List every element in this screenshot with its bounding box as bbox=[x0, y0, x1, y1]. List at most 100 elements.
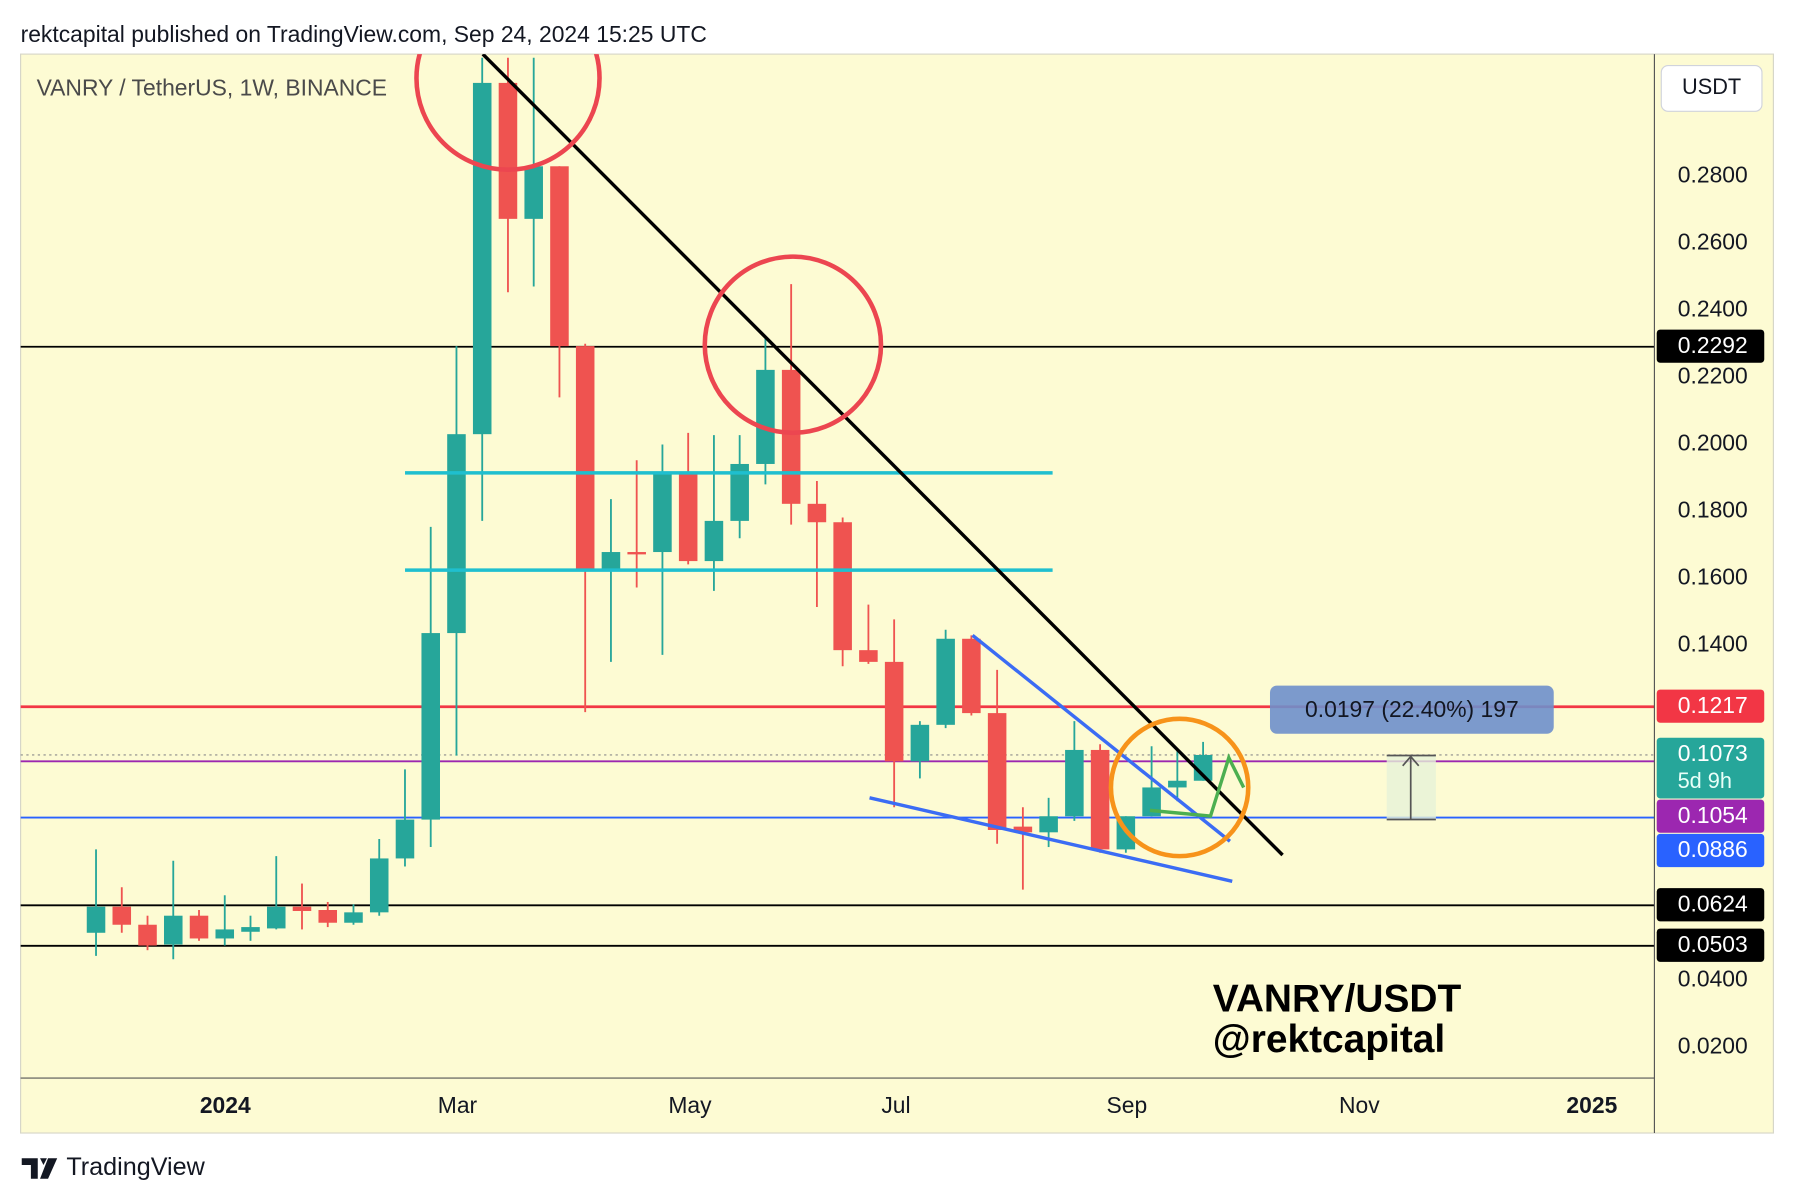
chart-background bbox=[20, 53, 1774, 1134]
projection-path bbox=[1149, 753, 1246, 818]
candle-body bbox=[704, 520, 724, 562]
currency-button[interactable] bbox=[1660, 64, 1763, 112]
candle-body bbox=[447, 434, 466, 634]
measure-box bbox=[1269, 685, 1554, 734]
measure-label: 0.0197 (22.40%) 197 bbox=[1305, 696, 1519, 722]
candle-body bbox=[292, 906, 312, 912]
price-tag bbox=[1656, 888, 1765, 922]
candle-body bbox=[472, 82, 492, 435]
header: rektcapital published on TradingView.com… bbox=[21, 21, 707, 47]
watermark: @rektcapital bbox=[1213, 1018, 1445, 1061]
y-tick-label: 0.1800 bbox=[1678, 497, 1748, 523]
logo-icon bbox=[21, 1158, 58, 1179]
axes: 0.0200 0.0400 0.1400 0.1600 0.1800 0.2000 0.22… bbox=[200, 162, 1748, 1118]
candle-body bbox=[421, 633, 440, 820]
y-tick-label: 0.1400 bbox=[1678, 631, 1748, 657]
wedge-line bbox=[971, 633, 1232, 843]
candle-body bbox=[395, 819, 415, 859]
y-tick-label: 0.2400 bbox=[1678, 296, 1748, 322]
candles bbox=[86, 57, 1213, 960]
x-tick-label: 2025 bbox=[1566, 1092, 1617, 1118]
candle-body bbox=[1090, 749, 1110, 850]
candle-body bbox=[987, 713, 1007, 830]
circle-marker bbox=[414, 54, 602, 172]
price-tag-label: 0.2292 bbox=[1678, 332, 1748, 358]
price-tag bbox=[1656, 329, 1765, 363]
price-lines bbox=[20, 345, 1655, 947]
x-tick-label: 2024 bbox=[200, 1092, 251, 1118]
price-tag bbox=[1656, 689, 1765, 723]
candle-body bbox=[318, 910, 338, 923]
price-tag-label: 0.0886 bbox=[1678, 836, 1748, 862]
candle-body bbox=[1168, 780, 1187, 788]
countdown-label: 5d 9h bbox=[1678, 768, 1732, 793]
candle-body bbox=[627, 552, 646, 555]
measure-arrow-head bbox=[1402, 755, 1420, 767]
y-tick-label: 0.2800 bbox=[1678, 162, 1748, 188]
y-tick-label: 0.2000 bbox=[1678, 430, 1748, 456]
price-tag bbox=[1656, 928, 1765, 962]
price-tag-label: 0.1217 bbox=[1678, 692, 1748, 718]
wedge-line bbox=[869, 796, 1233, 883]
x-tick-label: Jul bbox=[881, 1092, 910, 1118]
candle-body bbox=[1039, 816, 1058, 833]
candle-body bbox=[86, 906, 106, 933]
y-tick-label: 0.2600 bbox=[1678, 229, 1748, 255]
candle-body bbox=[215, 929, 235, 939]
candle-body bbox=[138, 924, 157, 946]
footer-logo: TradingView bbox=[21, 1153, 206, 1181]
candle-body bbox=[163, 915, 183, 945]
candle-body bbox=[1193, 754, 1213, 781]
circle-marker bbox=[702, 254, 884, 436]
candle-body bbox=[498, 82, 518, 219]
candle-body bbox=[1142, 787, 1161, 817]
candle-body bbox=[112, 906, 132, 925]
candle-body bbox=[859, 650, 878, 662]
candle-body bbox=[962, 638, 981, 714]
candle-body bbox=[189, 915, 209, 939]
candle-body bbox=[1013, 826, 1033, 833]
price-tag-label: 0.1073 bbox=[1678, 740, 1748, 766]
y-tick-label: 0.1600 bbox=[1678, 564, 1748, 590]
candle-body bbox=[833, 522, 852, 651]
watermark: VANRY/USDT bbox=[1213, 978, 1462, 1021]
candle-body bbox=[241, 927, 260, 932]
candle-body bbox=[344, 912, 363, 923]
symbol-title: VANRY / TetherUS, 1W, BINANCE bbox=[37, 75, 387, 101]
circle-marker bbox=[1108, 716, 1251, 859]
candle-body bbox=[601, 552, 621, 571]
price-tag-label: 0.0503 bbox=[1678, 931, 1748, 957]
candle-body bbox=[575, 346, 595, 571]
candle-body bbox=[756, 369, 775, 464]
x-tick-label: Nov bbox=[1339, 1092, 1380, 1118]
price-tag-label: 0.1054 bbox=[1678, 802, 1748, 828]
candle-body bbox=[653, 473, 672, 553]
candle-body bbox=[730, 463, 749, 521]
candle-body bbox=[884, 661, 904, 762]
x-tick-label: Sep bbox=[1107, 1092, 1148, 1118]
candle-body bbox=[807, 503, 827, 523]
y-tick-label: 0.0400 bbox=[1678, 965, 1748, 991]
candle-body bbox=[781, 369, 801, 504]
candle-body bbox=[524, 166, 543, 219]
price-tag-label: 0.0624 bbox=[1678, 890, 1748, 916]
candle-body bbox=[910, 724, 930, 762]
y-tick-label: 0.2200 bbox=[1678, 363, 1748, 389]
drawings: 0.0197 (22.40%) 197 bbox=[405, 54, 1554, 883]
price-tag bbox=[1656, 833, 1765, 868]
candle-body bbox=[550, 166, 569, 347]
price-tag bbox=[1656, 737, 1765, 799]
candle-body bbox=[936, 638, 955, 725]
price-tag bbox=[1656, 799, 1765, 833]
footer-brand: TradingView bbox=[66, 1153, 205, 1181]
x-tick-label: Mar bbox=[438, 1092, 478, 1118]
candle-body bbox=[1065, 749, 1084, 817]
x-tick-label: May bbox=[668, 1092, 712, 1118]
candle-body bbox=[369, 858, 389, 913]
currency-label[interactable]: USDT bbox=[1682, 74, 1741, 99]
trend-line bbox=[481, 54, 1284, 857]
y-tick-label: 0.0200 bbox=[1678, 1032, 1748, 1058]
candle-body bbox=[678, 473, 698, 562]
